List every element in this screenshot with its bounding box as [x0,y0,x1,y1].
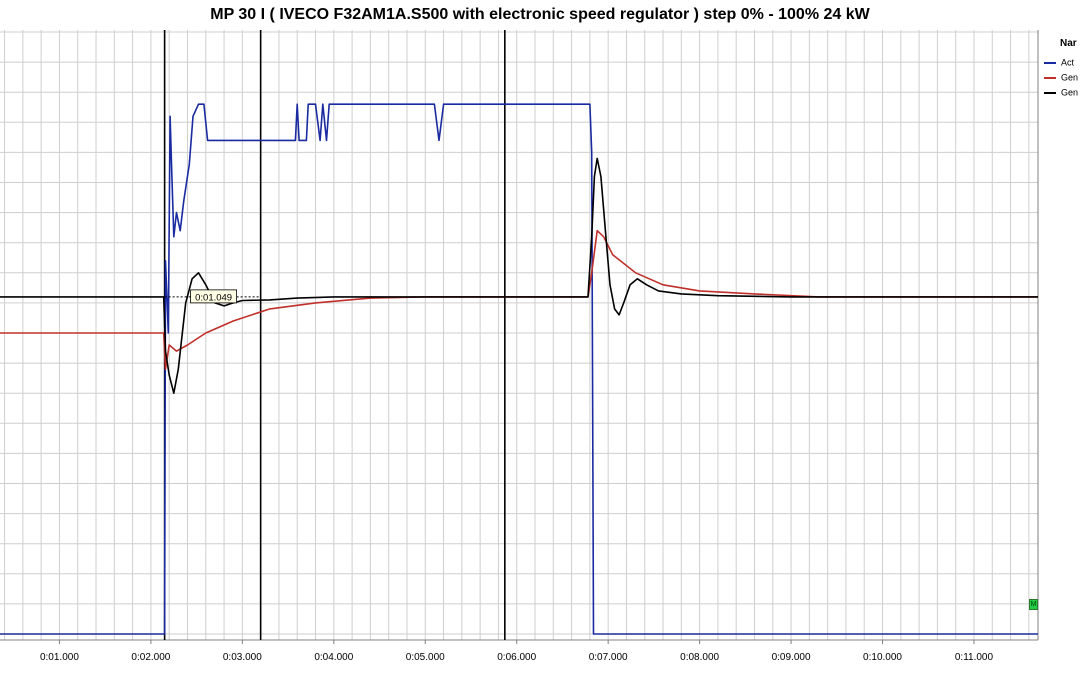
legend-swatch-gen-black [1044,91,1056,94]
legend-label-gen-black: Gen [1061,87,1079,98]
x-tick-label: 0:07.000 [589,652,628,663]
x-tick-label: 0:05.000 [406,652,445,663]
legend-label-gen-red: Gen [1061,72,1079,83]
grid-lines [0,30,1038,640]
x-tick-label: 0:03.000 [223,652,262,663]
series-lines [0,103,1038,635]
x-tick-label: 0:11.000 [955,652,994,663]
cursor-delta-label: 0:01.049 [195,292,232,303]
end-marker[interactable]: M [1029,599,1038,610]
legend-swatch-act [1044,61,1056,64]
legend: Nar Act Gen Gen [1040,32,1080,122]
legend-item-gen-black[interactable]: Gen [1044,87,1078,99]
x-tick-labels: 0:01.000 0:02.000 0:03.000 0:04.000 0:05.000… [40,640,994,663]
x-tick-label: 0:10.000 [863,652,902,663]
x-tick-label: 0:09.000 [772,652,811,663]
x-tick-label: 0:01.000 [40,652,79,663]
cursor-annotation: 0:01.049 [164,289,261,304]
axes [0,30,1039,641]
legend-swatch-gen-red [1044,76,1056,79]
chart-title: MP 30 I ( IVECO F32AM1A.S500 with electr… [210,6,870,23]
x-tick-label: 0:06.000 [497,652,536,663]
legend-item-gen-red[interactable]: Gen [1044,72,1078,84]
legend-label-act: Act [1061,57,1075,68]
series-line-1 [0,103,1038,635]
x-tick-label: 0:08.000 [680,652,719,663]
cursor-delta-box [190,289,238,304]
legend-item-act[interactable]: Act [1044,57,1074,69]
x-tick-label: 0:02.000 [131,652,170,663]
series-line-3 [0,157,1038,394]
cursor-lines [163,30,506,640]
legend-header: Nar [1060,38,1077,49]
x-tick-label: 0:04.000 [314,652,353,663]
